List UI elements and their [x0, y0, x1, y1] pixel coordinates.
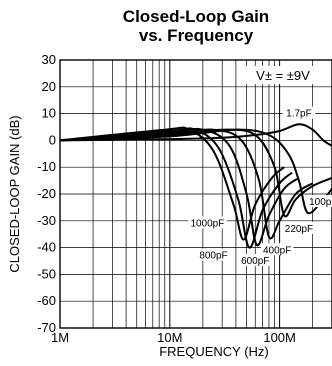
y-tick-label: -30: [37, 213, 56, 228]
annotation-label: 1.7pF: [286, 109, 312, 120]
series-curve-220pf: [59, 128, 332, 218]
annotation-label: 600pF: [241, 256, 269, 267]
annotation-800pf: 800pF: [197, 248, 230, 262]
y-tick-label: -40: [37, 240, 56, 255]
y-tick-label: 30: [42, 52, 56, 67]
annotation-box: [282, 106, 316, 119]
x-tick-label: 10M: [157, 330, 182, 345]
y-tick-label: 20: [42, 79, 56, 94]
annotation-100pf: 100pF: [307, 195, 332, 208]
y-tick-label: -50: [37, 266, 56, 281]
annotation-box: [260, 243, 294, 256]
x-tick-labels: 1M 10M 100M: [51, 330, 296, 345]
annotation-1000pf: 1000pF: [188, 216, 227, 229]
supply-condition-label: V± = ±9V: [256, 68, 310, 83]
y-tick-label: -70: [37, 320, 56, 335]
annotation-box: [238, 254, 272, 266]
chart-title-line-1: Closed-Loop Gain: [123, 7, 269, 26]
x-tick-label: 1M: [51, 330, 69, 345]
annotation-label: 220pF: [285, 224, 313, 235]
annotation-400pf: 400pF: [260, 243, 294, 256]
annotation-box: [282, 221, 316, 234]
y-tick-labels: 30 20 10 0 -10 -20 -30 -40 -50 -60 -70: [37, 52, 56, 335]
annotation-220pf: 220pF: [282, 221, 316, 235]
chart-title-line-2: vs. Frequency: [139, 26, 254, 45]
y-tick-label: 10: [42, 106, 56, 121]
y-axis-label: CLOSED-LOOP GAIN (dB): [7, 115, 22, 272]
annotation-label: 800pF: [199, 251, 227, 262]
annotation-box: [197, 248, 230, 261]
series-curves: [59, 123, 332, 249]
annotation-1-7pf: 1.7pF: [282, 106, 316, 120]
annotation-label: 100pF: [309, 197, 332, 208]
annotation-label: 1000pF: [190, 218, 224, 229]
series-curve-400pf: [59, 128, 314, 240]
series-curve-600pf: [59, 127, 300, 247]
x-tick-label: 100M: [263, 330, 296, 345]
series-curve-800pf: [59, 127, 293, 249]
supply-condition-box: V± = ±9V: [239, 66, 328, 84]
annotation-600pf: 600pF: [238, 254, 272, 267]
y-tick-label: -60: [37, 293, 56, 308]
grid-lines: [60, 60, 332, 328]
series-curve-1-7pf: [59, 123, 332, 147]
x-axis-label: FREQUENCY (Hz): [159, 344, 269, 359]
y-tick-label: -10: [37, 159, 56, 174]
series-curve-1000pf: [59, 126, 285, 241]
annotation-box: [188, 216, 227, 229]
annotation-box: [307, 195, 332, 208]
annotation-label: 400pF: [263, 245, 291, 256]
plot-frame: [59, 59, 332, 329]
y-tick-label: 0: [49, 132, 56, 147]
y-tick-label: -20: [37, 186, 56, 201]
